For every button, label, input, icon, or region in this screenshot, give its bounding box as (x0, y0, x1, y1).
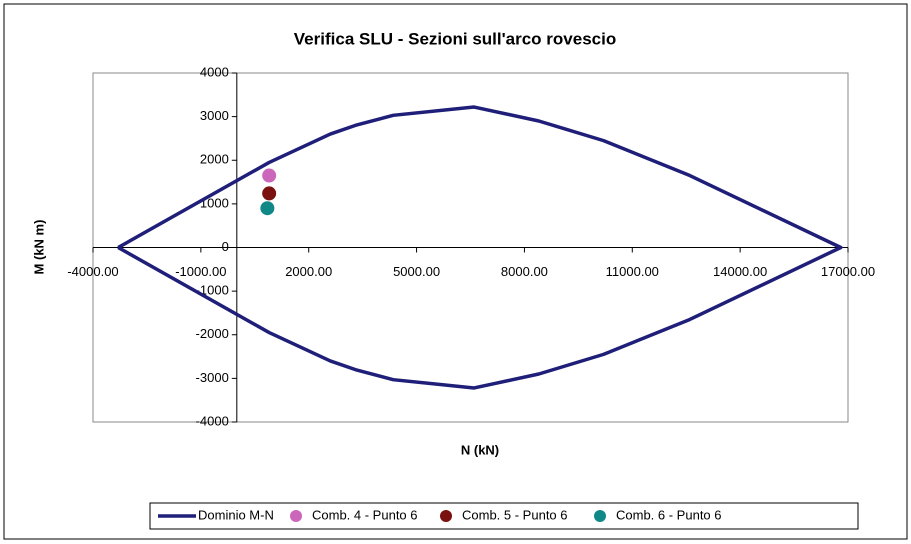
x-tick-label: -4000.00 (67, 264, 118, 279)
y-tick-label: 3000 (200, 108, 229, 123)
y-tick-label: 2000 (200, 152, 229, 167)
legend-box (149, 502, 859, 530)
x-tick-label: 2000.00 (285, 264, 332, 279)
y-tick-label: 0 (222, 239, 229, 254)
x-tick-label: 5000.00 (393, 264, 440, 279)
y-tick-label: 4000 (200, 64, 229, 79)
legend-swatch (290, 510, 302, 522)
x-tick-label: -1000.00 (175, 264, 226, 279)
scatter-point (262, 168, 277, 183)
scatter-point (260, 201, 275, 216)
series-line (117, 105, 843, 390)
legend-label: Comb. 6 - Punto 6 (616, 507, 722, 522)
y-tick-label: -3000 (196, 370, 229, 385)
legend-label: Dominio M-N (198, 507, 274, 522)
scatter-point (262, 186, 277, 201)
legend-swatch (440, 510, 452, 522)
x-axis-title: N (kN) (461, 442, 499, 457)
chart-title: Verifica SLU - Sezioni sull'arco rovesci… (294, 29, 616, 48)
x-tick-label: 17000.00 (821, 264, 875, 279)
legend-label: Comb. 4 - Punto 6 (312, 507, 418, 522)
legend-label: Comb. 5 - Punto 6 (462, 507, 568, 522)
x-tick-label: 8000.00 (501, 264, 548, 279)
x-tick-label: 11000.00 (606, 264, 659, 279)
y-tick-label: -4000 (196, 413, 229, 428)
x-tick-label: 14000.00 (713, 264, 767, 279)
y-tick-label: -2000 (196, 326, 229, 341)
legend-swatch (594, 510, 606, 522)
y-axis-title: M (kN m) (31, 220, 46, 275)
